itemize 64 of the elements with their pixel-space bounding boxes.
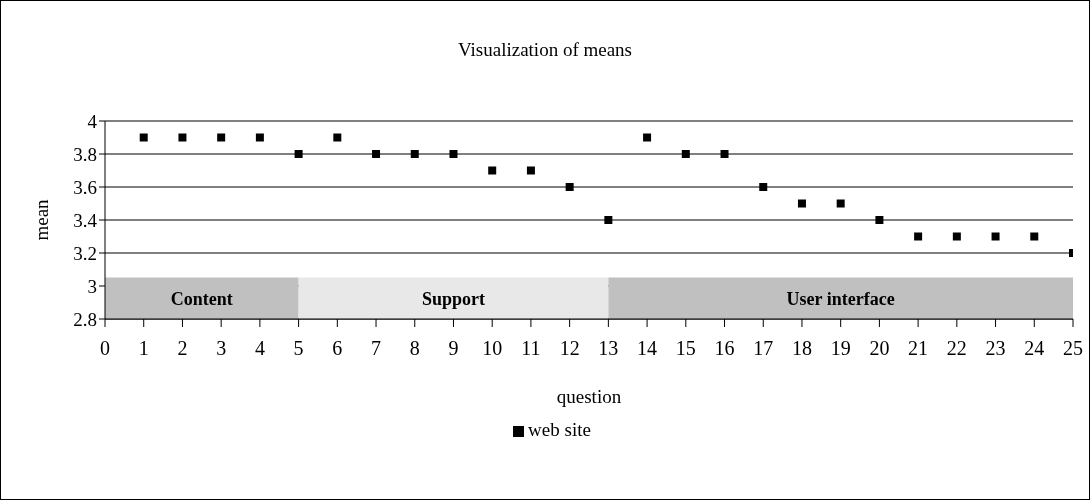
x-tick-label: 7 (371, 337, 382, 360)
x-tick-label: 8 (409, 337, 420, 360)
point (1030, 232, 1039, 241)
point (797, 199, 806, 208)
x-tick-label: 9 (448, 337, 459, 360)
band-label: Content (170, 288, 233, 309)
point (139, 133, 148, 142)
point (410, 150, 419, 158)
x-tick-label: 23 (985, 337, 1006, 360)
point (759, 183, 768, 191)
y-tick-label: 3.6 (73, 176, 97, 198)
point (952, 232, 961, 241)
x-tick-label: 4 (254, 337, 265, 360)
y-tick-label: 3 (87, 275, 97, 297)
y-axis-title: mean (30, 198, 52, 241)
chart-title: Visualization of means (456, 39, 633, 61)
x-tick-label: 1 (138, 337, 149, 360)
x-tick-label: 22 (946, 337, 967, 360)
x-tick-label: 25 (1063, 337, 1083, 360)
x-tick-label: 11 (521, 337, 541, 360)
point (178, 133, 187, 142)
x-tick-label: 21 (908, 337, 929, 360)
x-tick-label: 2 (177, 337, 188, 360)
x-tick-label: 15 (675, 337, 696, 360)
x-tick-label: 3 (216, 337, 227, 360)
point (488, 166, 497, 175)
x-tick-label: 6 (332, 337, 343, 360)
point (217, 133, 226, 142)
x-tick-label: 12 (559, 337, 580, 360)
x-tick-label: 10 (482, 337, 503, 360)
x-tick-label: 19 (830, 337, 851, 360)
x-tick-label: 20 (869, 337, 890, 360)
x-tick-label: 14 (637, 337, 658, 360)
band-label: Support (421, 288, 485, 309)
y-tick-label: 3.4 (73, 209, 98, 231)
point (604, 216, 613, 224)
point (875, 216, 884, 224)
point (991, 232, 1000, 241)
y-tick-label: 4 (87, 110, 98, 132)
point (720, 150, 729, 158)
point (526, 166, 535, 175)
point (255, 133, 264, 142)
y-tick-label: 3.8 (73, 143, 97, 165)
point (449, 150, 458, 158)
x-tick-label: 16 (714, 337, 735, 360)
x-tick-label: 13 (598, 337, 619, 360)
y-tick-label: 3.2 (73, 242, 97, 264)
point (294, 150, 303, 158)
x-tick-label: 17 (753, 337, 774, 360)
point (643, 133, 652, 142)
point (372, 150, 381, 158)
x-axis-title: question (556, 386, 622, 407)
point (836, 199, 845, 208)
point (914, 232, 923, 241)
point (565, 183, 574, 191)
legend-label: web site (528, 419, 591, 440)
x-tick-label: 18 (791, 337, 812, 360)
y-tick-label: 2.8 (73, 308, 97, 330)
x-tick-label: 0 (100, 337, 110, 360)
band-label: User interface (786, 288, 895, 309)
point (333, 133, 342, 142)
point (681, 150, 690, 158)
x-tick-label: 5 (293, 337, 304, 360)
x-tick-label: 24 (1024, 337, 1045, 360)
